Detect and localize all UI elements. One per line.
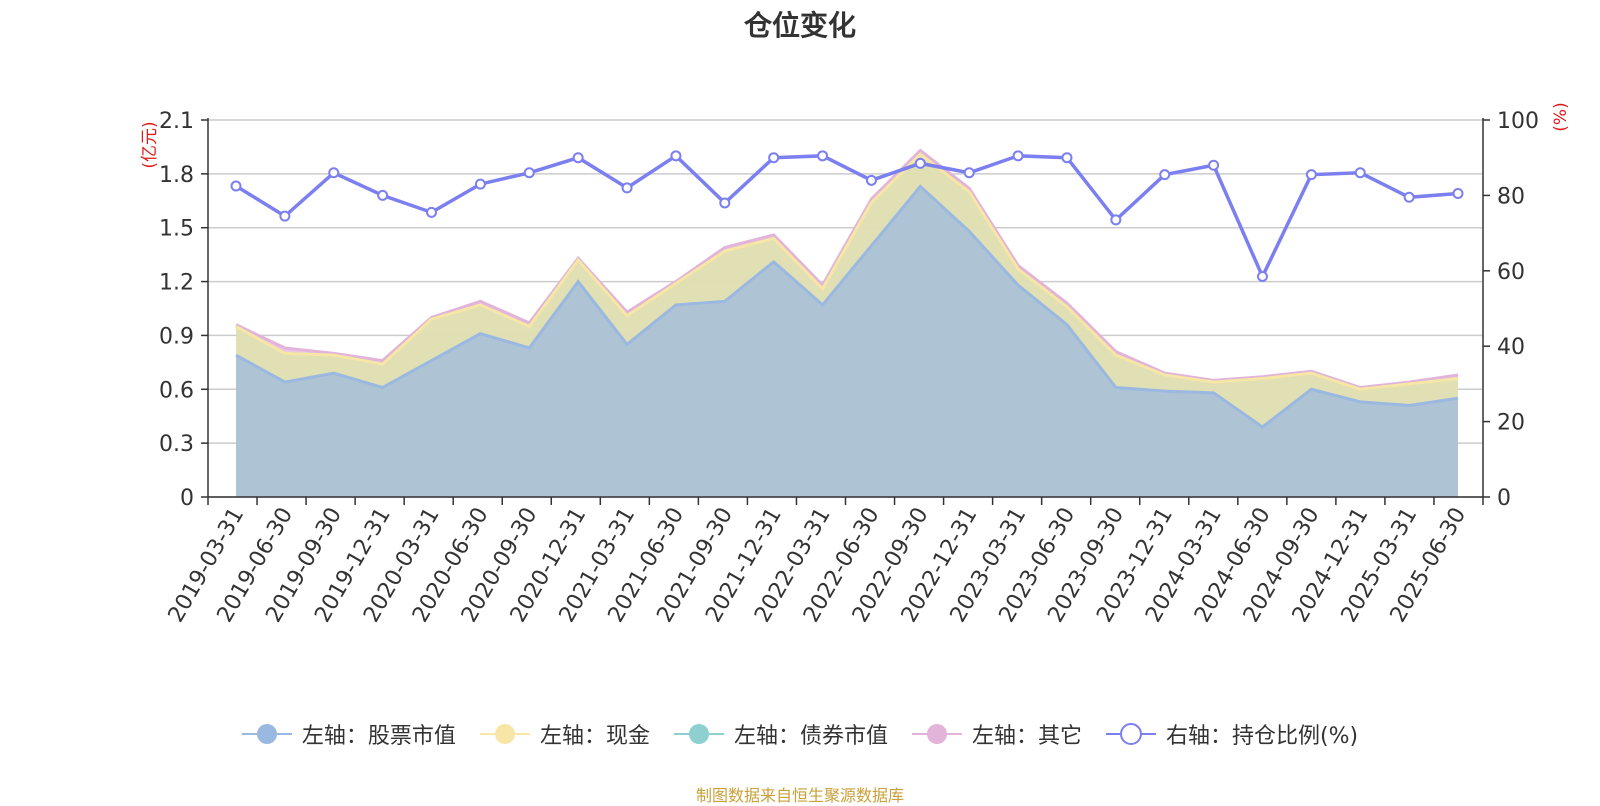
ratio-point (914, 157, 926, 169)
right-tick-label: 0 (1497, 486, 1511, 511)
ratio-point (474, 178, 486, 190)
legend-label: 左轴：股票市值 (301, 724, 456, 749)
left-tick-label: 0.6 (159, 378, 194, 403)
left-tick-label: 1.5 (159, 217, 194, 242)
ratio-point (963, 167, 975, 179)
legend-item[interactable]: 左轴：其它 (911, 718, 1082, 750)
data-source-footer: 制图数据来自恒生聚源数据库 (695, 786, 904, 805)
legend-marker-icon (241, 724, 292, 744)
legend-label: 左轴：债券市值 (733, 724, 888, 749)
ratio-point (670, 150, 682, 162)
left-tick-label: 0.3 (159, 432, 194, 457)
right-tick-label: 80 (1497, 184, 1525, 209)
legend-label: 左轴：现金 (539, 724, 650, 749)
ratio-point (865, 174, 877, 186)
right-axis-unit-label: (%) (1551, 102, 1571, 131)
legend-item[interactable]: 左轴：债券市值 (673, 718, 888, 750)
ratio-line-layer (230, 150, 1464, 282)
ratio-point (1012, 150, 1024, 162)
ratio-point (1208, 159, 1220, 171)
ratio-point (1110, 214, 1122, 226)
legend-marker-icon (479, 724, 530, 744)
legend-item[interactable]: 右轴：持仓比例(%) (1105, 718, 1359, 750)
ratio-point (1061, 152, 1073, 164)
ratio-point (572, 152, 584, 164)
ratio-point (328, 167, 340, 179)
ratio-point (1354, 167, 1366, 179)
ratio-point (1452, 188, 1464, 200)
legend-item[interactable]: 左轴：现金 (479, 718, 650, 750)
area-line (235, 184, 1459, 429)
left-tick-label: 2.1 (159, 109, 194, 134)
right-tick-label: 100 (1497, 109, 1539, 134)
ratio-point (1256, 270, 1268, 282)
left-tick-label: 1.8 (159, 163, 194, 188)
legend-label: 左轴：其它 (971, 724, 1082, 749)
legend-marker-icon (673, 724, 724, 744)
ratio-point (1305, 169, 1317, 181)
left-axis-unit-label: (亿元) (140, 121, 160, 168)
ratio-point (1159, 169, 1171, 181)
chart-title: 仓位变化 (743, 9, 856, 42)
ratio-point (279, 210, 291, 222)
ratio-point (817, 150, 829, 162)
ratio-point (621, 182, 633, 194)
area-fill (236, 186, 1458, 497)
left-tick-label: 0.9 (159, 324, 194, 349)
position-chart: 00.30.60.91.21.51.82.10204060801002019-0… (140, 102, 1571, 626)
left-tick-label: 1.2 (159, 271, 194, 296)
right-tick-label: 60 (1497, 260, 1525, 285)
stacked-areas (235, 148, 1459, 497)
legend-marker-icon (1105, 723, 1156, 745)
ratio-point (426, 206, 438, 218)
legend-marker-icon (911, 724, 962, 744)
legend-item[interactable]: 左轴：股票市值 (241, 718, 456, 750)
ratio-point (1403, 191, 1415, 203)
ratio-point (377, 189, 389, 201)
area-line (235, 148, 1459, 390)
ratio-point (523, 167, 535, 179)
area-line (235, 152, 1459, 391)
legend-label: 右轴：持仓比例(%) (1165, 724, 1359, 749)
right-tick-label: 20 (1497, 411, 1525, 436)
ratio-line (235, 153, 1459, 281)
ratio-point (719, 197, 731, 209)
legend: 左轴：股票市值 左轴：现金 左轴：债券市值 左轴：其它 右轴：持仓比例(%) (0, 718, 1600, 750)
right-tick-label: 40 (1497, 335, 1525, 360)
ratio-point (768, 152, 780, 164)
left-tick-label: 0 (180, 486, 194, 511)
ratio-point (230, 180, 242, 192)
